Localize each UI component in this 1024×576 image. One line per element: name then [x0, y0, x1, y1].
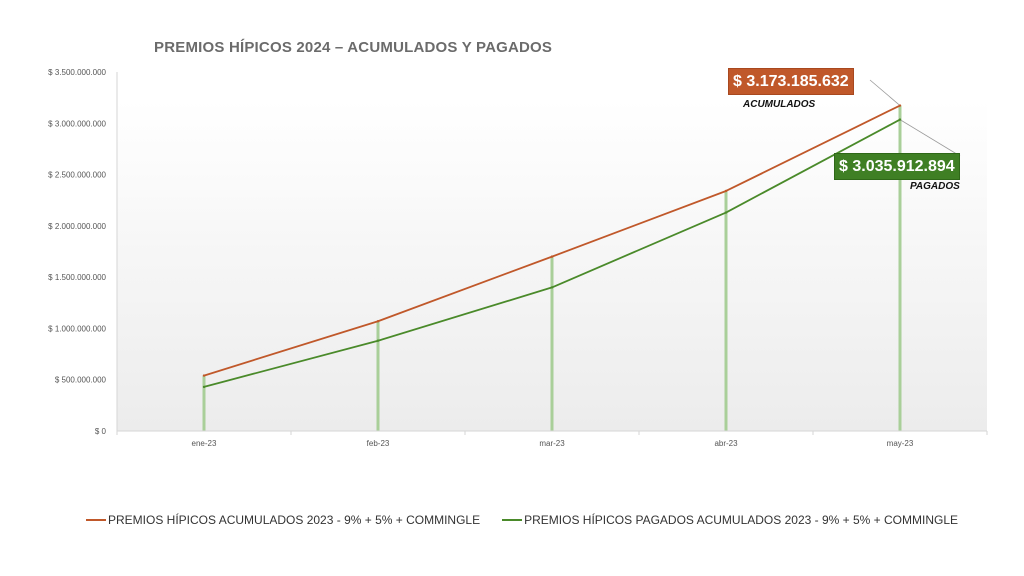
- legend-swatch-pagados: [502, 519, 523, 521]
- legend-swatch-acumulados: [86, 519, 106, 521]
- y-tick-label: $ 2.000.000.000: [48, 222, 106, 231]
- legend-label-acumulados: PREMIOS HÍPICOS ACUMULADOS 2023 - 9% + 5…: [108, 513, 481, 527]
- leader-line-acumulados: [869, 79, 901, 106]
- x-tick-label: abr-23: [714, 439, 738, 448]
- y-tick-label: $ 2.500.000.000: [48, 171, 106, 180]
- data-point-pagados: [550, 286, 554, 289]
- acumulados-callout-label: ACUMULADOS: [743, 99, 816, 110]
- x-tick-label: ene-23: [192, 439, 217, 448]
- legend-item-acumulados: PREMIOS HÍPICOS ACUMULADOS 2023 - 9% + 5…: [86, 513, 480, 527]
- data-point-acumulados: [202, 374, 206, 377]
- y-tick-label: $ 500.000.000: [55, 376, 107, 385]
- chart-title: PREMIOS HÍPICOS 2024 – ACUMULADOS Y PAGA…: [154, 39, 553, 56]
- data-point-pagados: [898, 118, 902, 121]
- data-point-acumulados: [898, 104, 902, 107]
- data-point-pagados: [724, 211, 728, 214]
- y-tick-label: $ 1.000.000.000: [48, 324, 106, 333]
- y-tick-label: $ 3.500.000.000: [48, 68, 106, 77]
- acumulados-value-callout: $ 3.173.185.632: [728, 68, 854, 95]
- data-point-acumulados: [550, 255, 554, 258]
- legend-label-pagados: PREMIOS HÍPICOS PAGADOS ACUMULADOS 2023 …: [524, 513, 959, 527]
- x-tick-label: may-23: [887, 439, 914, 448]
- data-point-pagados: [202, 385, 206, 389]
- data-point-acumulados: [724, 189, 728, 193]
- y-tick-label: $ 3.000.000.000: [48, 119, 106, 128]
- chart-legend: PREMIOS HÍPICOS ACUMULADOS 2023 - 9% + 5…: [86, 513, 980, 527]
- pagados-callout-label: PAGADOS: [910, 181, 960, 192]
- pagados-value-callout: $ 3.035.912.894: [834, 153, 960, 180]
- data-point-acumulados: [376, 320, 380, 323]
- data-point-pagados: [376, 339, 380, 342]
- x-tick-label: feb-23: [367, 439, 390, 448]
- x-tick-label: mar-23: [539, 439, 565, 448]
- y-tick-label: $ 0: [95, 427, 107, 436]
- leader-line-pagados: [899, 119, 961, 157]
- legend-item-pagados: PREMIOS HÍPICOS PAGADOS ACUMULADOS 2023 …: [502, 513, 958, 527]
- y-tick-label: $ 1.500.000.000: [48, 273, 106, 282]
